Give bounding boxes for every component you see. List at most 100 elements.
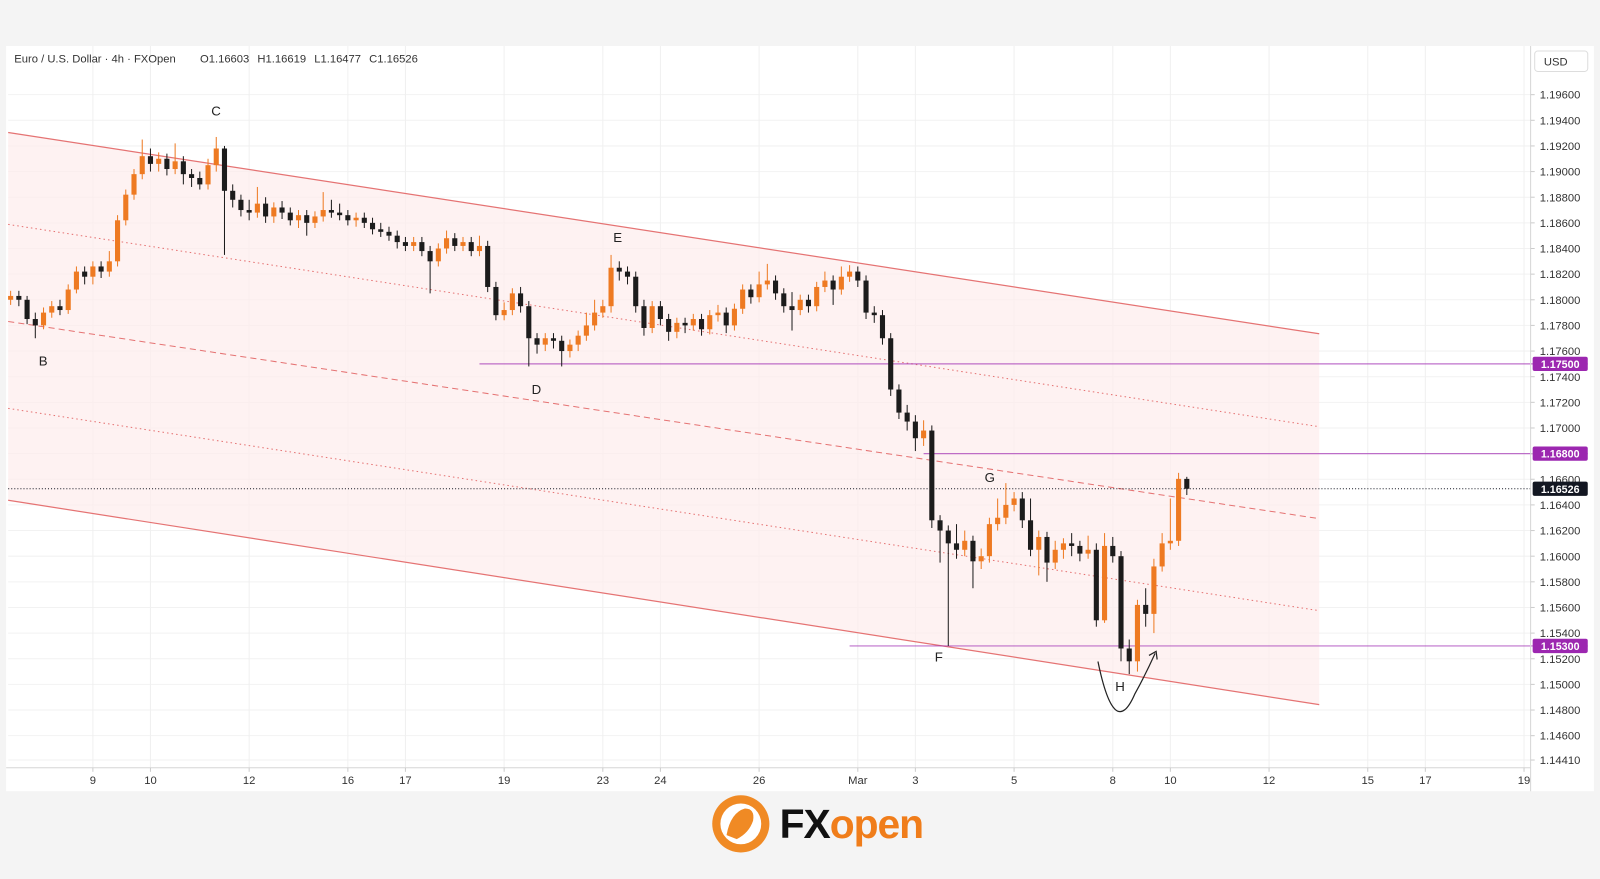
y-tick-label: 1.18400 xyxy=(1540,244,1581,256)
candle-body xyxy=(986,524,992,557)
y-tick-label: 1.18000 xyxy=(1540,295,1581,307)
candle-body xyxy=(1151,566,1157,614)
channel-line xyxy=(8,407,1320,612)
candle-body xyxy=(90,266,96,277)
candle-body xyxy=(139,156,145,175)
candle-body xyxy=(674,322,680,332)
candle-body xyxy=(435,248,441,262)
candle-body xyxy=(583,325,589,336)
candle-body xyxy=(879,315,886,339)
candle-body xyxy=(411,242,417,246)
x-tick-label: 10 xyxy=(1164,775,1176,787)
candle-body xyxy=(649,306,655,328)
candle-body xyxy=(707,315,713,330)
candle-body xyxy=(147,156,154,164)
annotation: B xyxy=(39,353,48,368)
x-tick-label: 12 xyxy=(1263,775,1275,787)
candle-body xyxy=(361,217,367,223)
y-tick-label: 1.17400 xyxy=(1540,372,1581,384)
candle-body xyxy=(1036,536,1042,550)
candle-body xyxy=(559,340,565,352)
y-tick-label: 1.16400 xyxy=(1540,500,1581,512)
candle-body xyxy=(1184,478,1190,489)
candle-body xyxy=(1069,543,1075,546)
candle-body xyxy=(279,207,285,213)
candle-body xyxy=(65,289,71,311)
candle-body xyxy=(353,217,359,221)
candle-body xyxy=(945,530,951,544)
candle-body xyxy=(271,207,277,217)
candle-body xyxy=(263,203,269,217)
candle-body xyxy=(641,306,647,328)
candle-body xyxy=(98,266,104,272)
candle-body xyxy=(369,222,376,230)
y-tick-label: 1.15800 xyxy=(1540,577,1581,589)
ohlc-value: O1.16603 xyxy=(200,53,249,65)
candle-body xyxy=(970,540,976,562)
candle-body xyxy=(82,271,88,277)
candle-body xyxy=(600,306,606,313)
candle-body xyxy=(773,280,779,294)
candle-body xyxy=(1167,540,1173,544)
annotation: D xyxy=(532,382,542,397)
candle-body xyxy=(575,335,581,345)
currency-label[interactable]: USD xyxy=(1544,56,1568,68)
candle-body xyxy=(419,242,425,252)
channel-line xyxy=(8,320,1320,520)
candle-body xyxy=(295,215,302,221)
x-tick-label: 19 xyxy=(498,775,510,787)
x-tick-label: Mar xyxy=(848,775,868,787)
ohlc-value: C1.16526 xyxy=(369,53,418,65)
x-tick-label: 5 xyxy=(1011,775,1017,787)
candle-body xyxy=(550,338,557,341)
candle-body xyxy=(1176,478,1182,541)
y-tick-label: 1.19000 xyxy=(1540,167,1581,179)
y-tick-label: 1.14800 xyxy=(1540,705,1581,717)
candle-body xyxy=(633,276,639,307)
x-tick-label: 17 xyxy=(399,775,411,787)
candle-body xyxy=(221,148,228,191)
annotation: C xyxy=(211,103,221,118)
price-tag-label: 1.17500 xyxy=(1541,359,1580,371)
price-tag xyxy=(1532,356,1588,372)
candle-body xyxy=(797,299,803,311)
candle-body xyxy=(394,235,400,243)
currency-box[interactable] xyxy=(1534,50,1589,72)
bottom-arc xyxy=(1097,653,1156,713)
candle-body xyxy=(838,276,844,290)
candle-body xyxy=(904,412,910,422)
logo-fx: FX xyxy=(780,801,831,847)
x-tick-label: 3 xyxy=(912,775,918,787)
candle-body xyxy=(682,322,688,326)
candle-body xyxy=(476,245,483,252)
candle-body xyxy=(830,280,836,290)
candle-body xyxy=(1134,604,1141,662)
candle-body xyxy=(452,238,458,246)
y-tick-label: 1.15200 xyxy=(1540,654,1581,666)
logo: FXopen xyxy=(712,795,924,853)
candle-body xyxy=(855,271,861,281)
candle-body xyxy=(542,338,548,345)
candle-body xyxy=(534,338,540,345)
candle-body xyxy=(287,212,293,221)
candle-body xyxy=(657,306,663,320)
y-tick-label: 1.15600 xyxy=(1540,603,1581,615)
candle-body xyxy=(764,280,770,285)
channel-line xyxy=(8,223,1320,428)
candle-body xyxy=(608,267,614,307)
candle-body xyxy=(1052,549,1058,563)
price-tag xyxy=(1532,446,1588,461)
candle-body xyxy=(230,190,236,200)
candle-body xyxy=(73,271,79,290)
candle-body xyxy=(748,289,754,298)
last-price-tag xyxy=(1532,481,1588,496)
candle-body xyxy=(690,319,696,326)
annotation: G xyxy=(985,470,995,485)
candle-body xyxy=(8,295,14,300)
candle-body xyxy=(468,242,474,252)
candle-body xyxy=(953,543,960,550)
candle-body xyxy=(921,430,927,439)
candle-body xyxy=(1011,498,1017,505)
candle-body xyxy=(164,158,170,170)
